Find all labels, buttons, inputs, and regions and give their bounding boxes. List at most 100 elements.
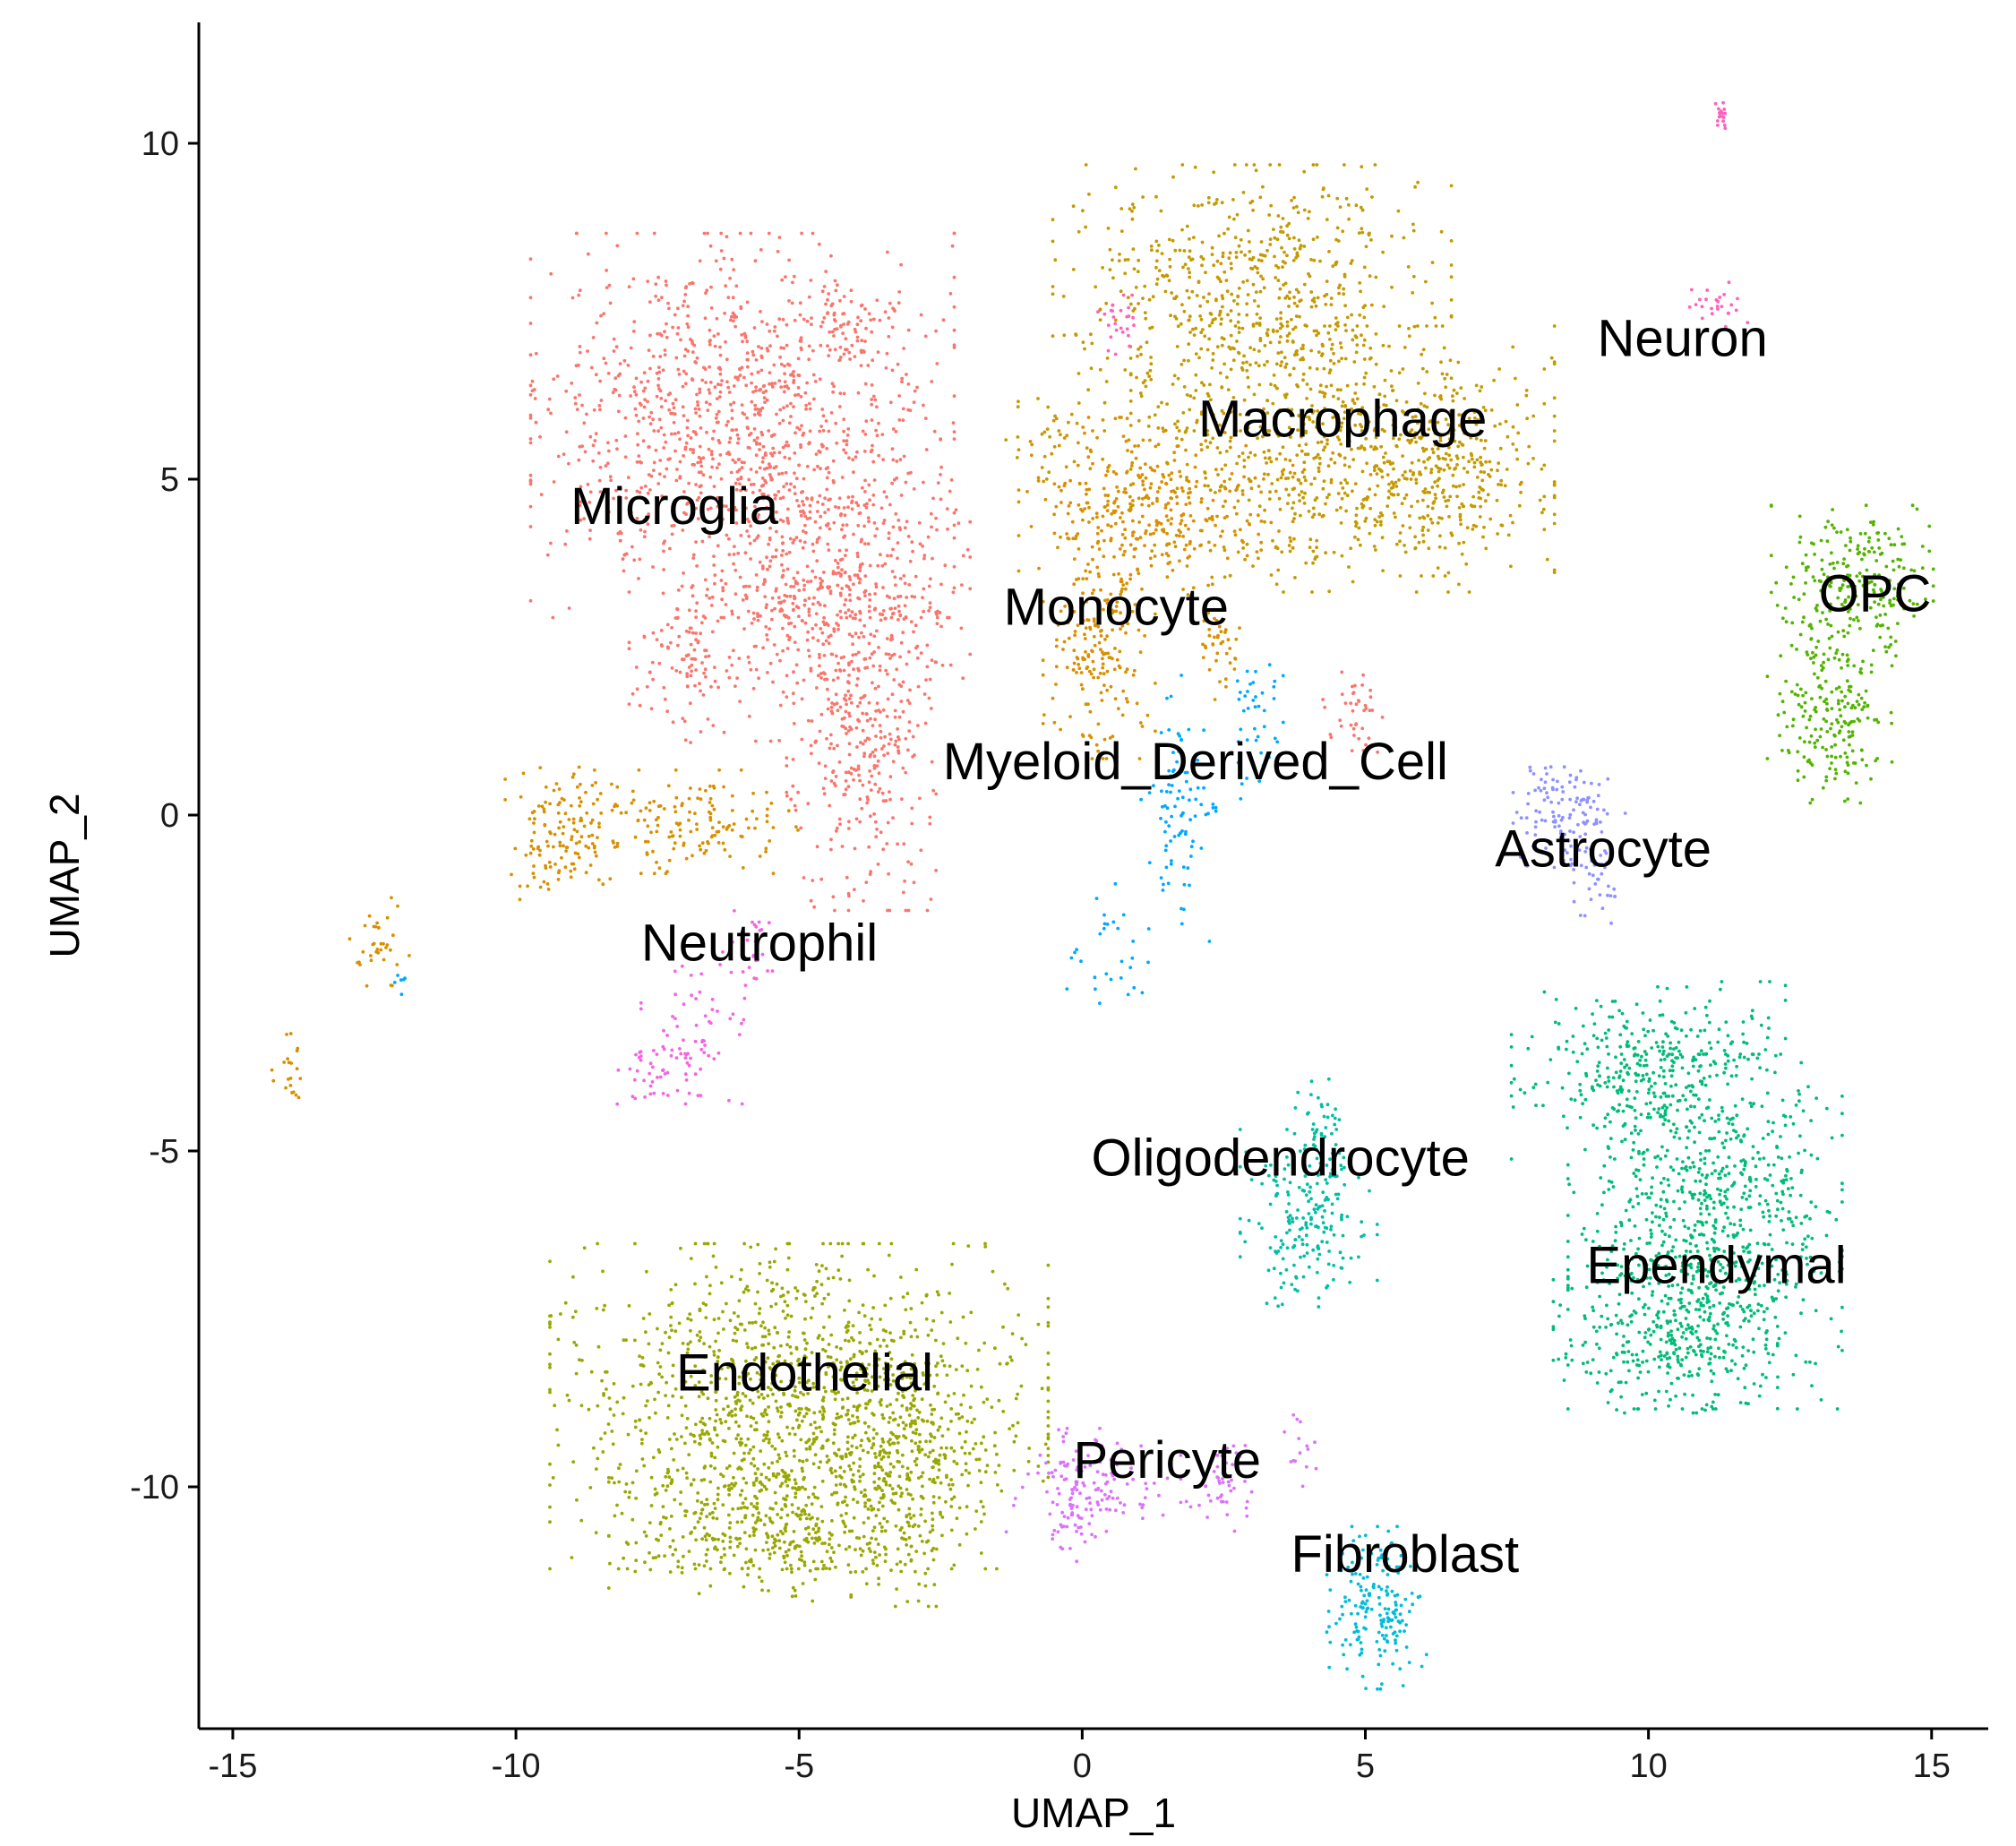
data-point — [1359, 543, 1362, 547]
data-point — [885, 637, 889, 640]
data-point — [1166, 519, 1171, 522]
data-point — [1245, 368, 1249, 373]
data-point — [1108, 268, 1112, 271]
data-point — [1458, 518, 1463, 522]
data-point — [924, 448, 929, 451]
data-point — [1474, 436, 1479, 441]
data-point — [1287, 425, 1291, 430]
data-point — [1128, 356, 1133, 360]
data-point — [563, 542, 568, 546]
data-point — [1241, 191, 1246, 194]
data-point — [1211, 498, 1215, 502]
data-point — [1291, 487, 1295, 492]
data-point — [1128, 399, 1133, 403]
data-point — [689, 829, 693, 834]
data-point — [768, 344, 772, 348]
data-point — [785, 343, 789, 348]
data-point — [1064, 465, 1068, 469]
data-point — [710, 803, 715, 808]
data-point — [838, 558, 843, 562]
data-point — [1168, 264, 1172, 269]
data-point — [1471, 494, 1475, 499]
data-point — [1128, 411, 1133, 416]
data-point — [1463, 397, 1466, 400]
data-point — [791, 758, 795, 761]
data-point — [663, 697, 667, 701]
data-point — [768, 627, 771, 631]
data-point — [1450, 533, 1454, 537]
data-point — [733, 375, 738, 380]
data-point — [730, 408, 734, 413]
data-point — [1356, 446, 1360, 451]
data-point — [547, 397, 552, 401]
data-point — [1259, 548, 1264, 552]
data-point — [1173, 422, 1177, 426]
data-point — [282, 1060, 287, 1064]
data-point — [813, 519, 818, 524]
data-point — [1169, 477, 1173, 482]
data-point — [1367, 736, 1371, 741]
data-point — [1545, 557, 1549, 562]
data-point — [867, 641, 871, 646]
data-point — [826, 687, 829, 691]
data-point — [773, 496, 777, 501]
data-point — [1298, 246, 1302, 251]
data-point — [802, 477, 806, 481]
data-point — [716, 685, 720, 690]
data-point — [871, 502, 876, 507]
data-point — [807, 597, 811, 600]
data-point — [1083, 507, 1087, 511]
data-point — [834, 654, 838, 658]
data-point — [627, 285, 631, 288]
data-point — [838, 705, 843, 709]
data-point — [708, 597, 712, 600]
data-point — [1166, 502, 1171, 505]
data-point — [529, 844, 534, 848]
data-point — [1194, 352, 1198, 356]
data-point — [868, 656, 872, 660]
data-point — [1304, 561, 1308, 565]
data-point — [1483, 408, 1488, 413]
data-point — [792, 370, 795, 373]
data-point — [1324, 502, 1327, 506]
data-point — [619, 531, 623, 536]
data-point — [1552, 495, 1557, 500]
data-point — [1091, 659, 1095, 664]
data-point — [783, 364, 786, 368]
data-point — [528, 296, 533, 300]
data-point — [834, 784, 837, 788]
data-point — [1257, 364, 1261, 368]
data-point — [889, 638, 893, 642]
data-point — [580, 403, 584, 408]
data-point — [820, 408, 825, 411]
data-point — [745, 351, 750, 356]
data-point — [941, 318, 946, 322]
data-point — [847, 742, 852, 746]
data-point — [1305, 324, 1308, 328]
data-point — [863, 490, 867, 494]
data-point — [879, 729, 883, 734]
data-point — [787, 457, 792, 460]
data-point — [1368, 346, 1373, 350]
data-point — [1257, 382, 1262, 387]
data-point — [1054, 644, 1059, 648]
data-point — [896, 727, 899, 731]
data-point — [1160, 528, 1164, 532]
data-point — [1438, 439, 1443, 442]
data-point — [736, 477, 740, 481]
data-point — [1096, 310, 1100, 314]
data-point — [1288, 290, 1291, 295]
data-point — [1205, 299, 1210, 304]
data-point — [817, 536, 821, 540]
data-point — [1084, 225, 1087, 229]
data-point — [1148, 368, 1153, 373]
data-point — [1458, 440, 1462, 444]
data-point — [1428, 491, 1432, 494]
data-point — [634, 413, 639, 417]
data-point — [691, 350, 695, 354]
data-point — [1479, 438, 1483, 442]
data-point — [1170, 517, 1174, 520]
data-point — [1307, 416, 1311, 419]
data-point — [503, 798, 507, 802]
data-point — [750, 622, 754, 625]
